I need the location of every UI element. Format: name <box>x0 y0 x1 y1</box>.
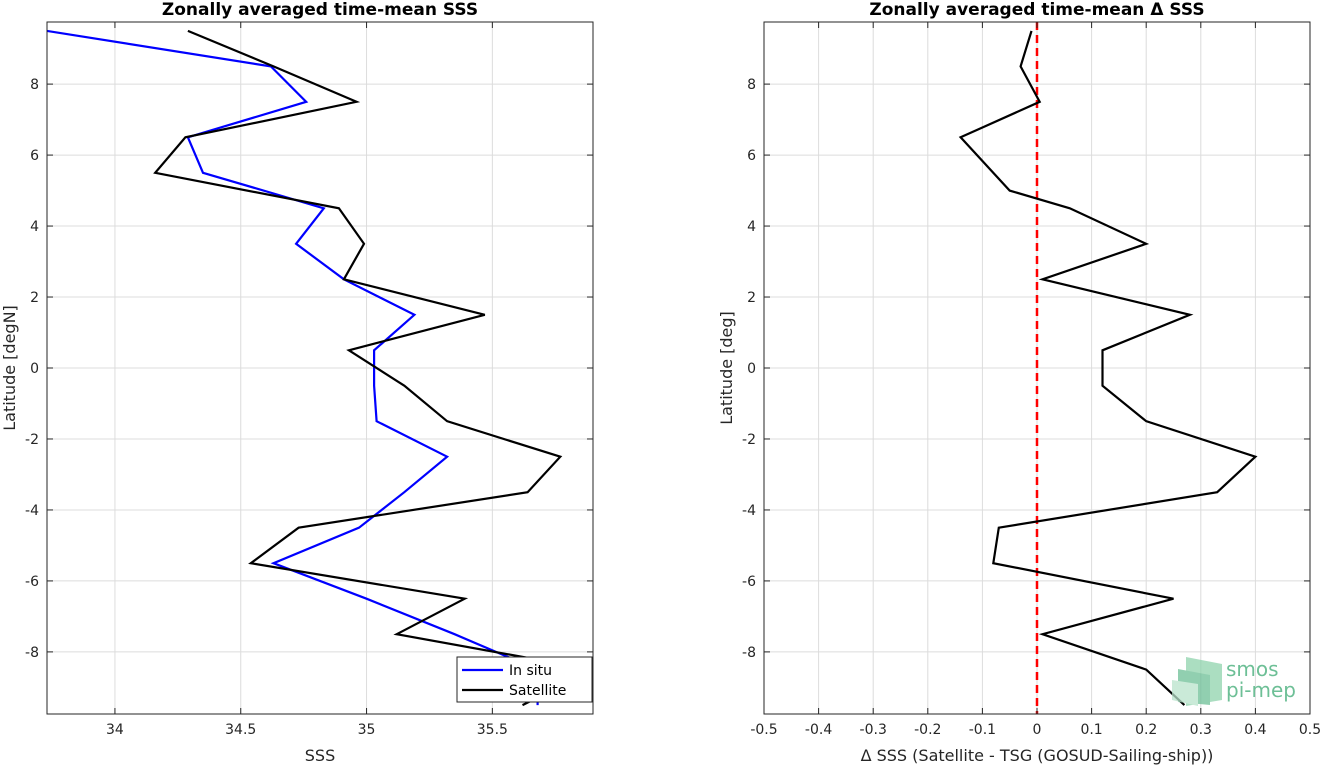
delta-sss-x-tick-label: 0.4 <box>1244 722 1266 738</box>
logo-text-pi-mep: pi-mep <box>1226 678 1296 702</box>
sss-y-tick-label: 6 <box>30 148 39 164</box>
sss-y-tick-label: 2 <box>30 290 39 306</box>
delta-sss-x-tick-label: 0.3 <box>1190 722 1212 738</box>
delta-sss-y-tick-label: -4 <box>742 503 756 519</box>
logo-text-smos: smos <box>1226 657 1279 681</box>
delta-sss-series-line-delta <box>958 30 1258 706</box>
legend-satellite-label: Satellite <box>509 683 566 699</box>
sss-y-tick-label: 4 <box>30 219 39 235</box>
delta-sss-x-tick-label: 0 <box>1033 722 1042 738</box>
delta-sss-y-tick-label: 4 <box>747 219 756 235</box>
delta-sss-y-tick-label: -8 <box>742 645 756 661</box>
sss-panel-title: Zonally averaged time-mean SSS <box>162 0 478 20</box>
delta-sss-panel-title: Zonally averaged time-mean Δ SSS <box>869 0 1204 20</box>
sss-y-tick-label: -6 <box>25 574 39 590</box>
sss-y-tick-label: 8 <box>30 77 39 93</box>
sss-y-tick-label: -8 <box>25 645 39 661</box>
delta-sss-x-tick-label: 0.2 <box>1135 722 1157 738</box>
legend-in-situ-label: In situ <box>509 663 552 679</box>
sss-x-tick-label: 35 <box>358 722 376 738</box>
sss-series-line-in-situ <box>47 29 539 706</box>
delta-sss-y-tick-label: -2 <box>742 432 756 448</box>
sss-series-line-satellite <box>153 29 593 707</box>
sss-x-tick-label: 34 <box>106 722 124 738</box>
sss-y-tick-label: 0 <box>30 361 39 377</box>
sss-ticks: 34 34.5 35 35.5 -8 -6 -4 -2 0 2 4 6 8 <box>25 22 593 738</box>
delta-sss-x-tick-label: -0.5 <box>750 722 777 738</box>
sss-y-axis-label: Latitude [degN] <box>0 305 19 431</box>
delta-sss-x-tick-label: -0.2 <box>914 722 941 738</box>
sss-x-tick-label: 35.5 <box>477 722 508 738</box>
delta-sss-panel: Zonally averaged time-mean Δ SSS -0.5 -0.… <box>717 0 1321 765</box>
sss-x-tick-label: 34.5 <box>225 722 256 738</box>
delta-sss-x-axis-label: Δ SSS (Satellite - TSG (GOSUD-Sailing-sh… <box>861 746 1214 765</box>
delta-sss-series <box>958 22 1258 714</box>
logo-mark <box>1172 657 1222 706</box>
legend-box <box>456 656 593 703</box>
delta-sss-y-axis-label: Latitude [deg] <box>717 311 736 425</box>
delta-sss-x-tick-label: -0.1 <box>969 722 996 738</box>
sss-y-tick-label: -4 <box>25 503 39 519</box>
delta-sss-y-tick-label: -6 <box>742 574 756 590</box>
delta-sss-x-tick-label: 0.1 <box>1080 722 1102 738</box>
sss-panel: Zonally averaged time-mean SSS 34 34.5 35 3… <box>0 0 594 765</box>
sss-x-axis-label: SSS <box>305 746 335 765</box>
delta-sss-x-tick-label: 0.5 <box>1299 722 1321 738</box>
sss-y-tick-label: -2 <box>25 432 39 448</box>
smos-pi-mep-logo: smos pi-mep <box>1172 657 1296 706</box>
delta-sss-x-tick-label: -0.4 <box>805 722 832 738</box>
delta-sss-ticks: -0.5 -0.4 -0.3 -0.2 -0.1 0 0.1 0.2 0.3 0.4 0.5 -8 -6… <box>742 22 1321 738</box>
delta-sss-x-tick-label: -0.3 <box>860 722 887 738</box>
sss-series <box>47 29 593 707</box>
legend: In situ Satellite <box>456 656 593 703</box>
delta-sss-y-tick-label: 2 <box>747 290 756 306</box>
delta-sss-y-tick-label: 0 <box>747 361 756 377</box>
delta-sss-y-tick-label: 8 <box>747 77 756 93</box>
delta-sss-y-tick-label: 6 <box>747 148 756 164</box>
